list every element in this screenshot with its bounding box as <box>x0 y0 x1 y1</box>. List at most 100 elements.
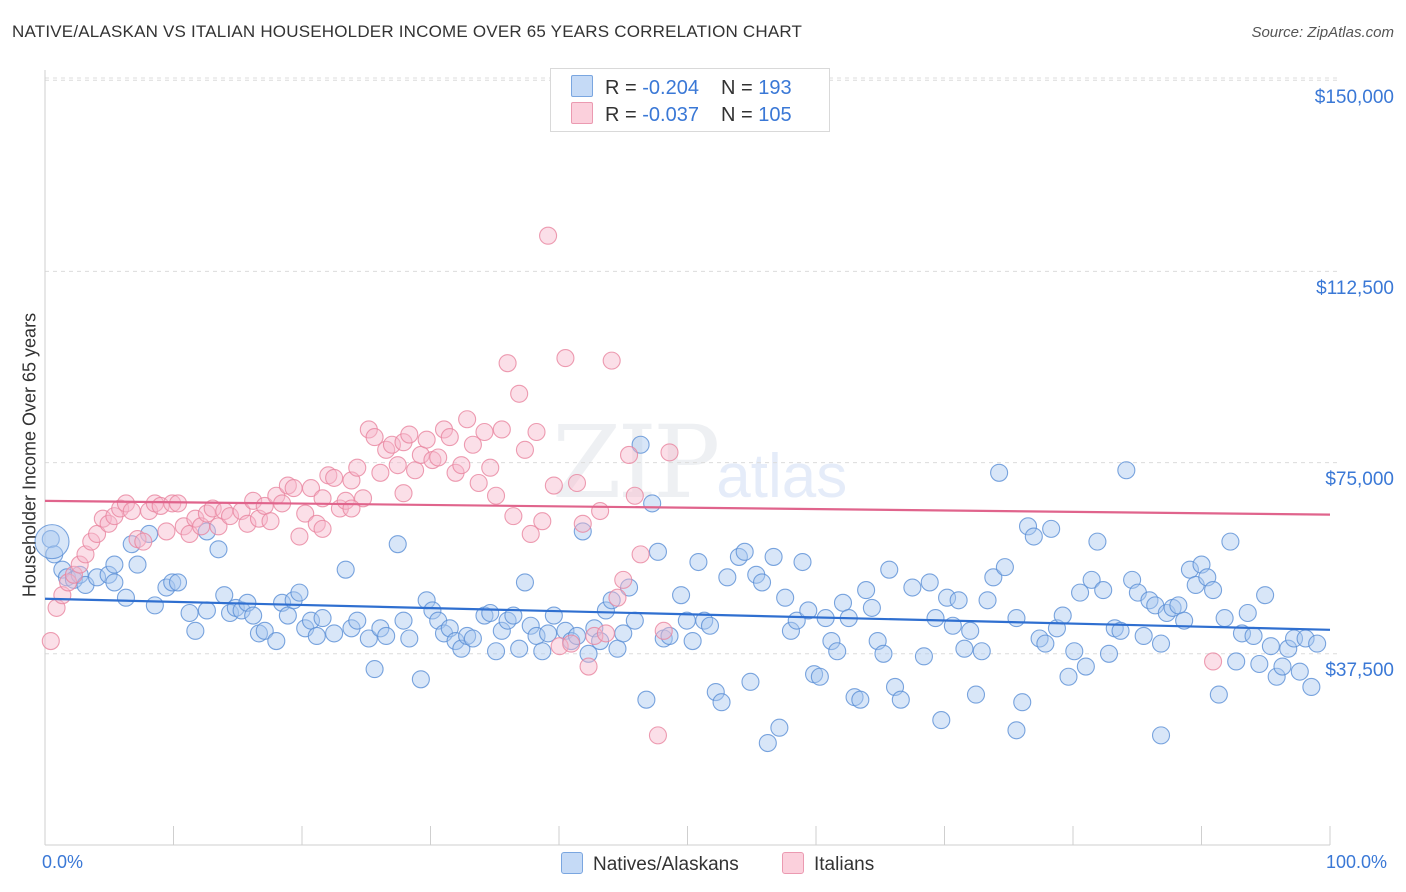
native-point <box>857 581 876 600</box>
native-point <box>1151 726 1171 745</box>
native-point <box>596 601 615 620</box>
italian-point <box>238 514 257 533</box>
italian-point <box>296 504 315 523</box>
native-point <box>1099 644 1119 663</box>
italian-point <box>93 509 112 528</box>
legend-r-value: -0.037 <box>642 104 699 126</box>
italian-point <box>203 499 222 518</box>
x-tick-label-max: 100.0% <box>1326 852 1388 872</box>
italian-point <box>544 476 563 495</box>
native-point <box>359 629 378 648</box>
legend: R = -0.204 N = 193 R = -0.037 N = 105 <box>550 68 830 132</box>
legend-n-value: 105 <box>758 104 792 126</box>
y-tick-label: $75,000 <box>1325 469 1394 490</box>
italian-point <box>307 514 326 533</box>
native-point <box>539 624 558 643</box>
legend-row-italians: R = -0.037 N = 105 <box>571 102 792 126</box>
native-point <box>718 568 737 587</box>
native-point <box>1169 596 1188 615</box>
italian-point <box>197 504 216 523</box>
native-point <box>463 629 482 648</box>
native-point <box>163 573 182 592</box>
italian-point <box>417 430 436 449</box>
italian-point <box>556 349 575 368</box>
italian-point <box>585 626 604 646</box>
native-point <box>799 601 818 620</box>
native-point <box>388 535 407 554</box>
native-point <box>1209 685 1228 704</box>
native-point <box>579 644 598 663</box>
native-point <box>145 596 164 615</box>
bottom-legend-swatch-natives <box>561 852 583 874</box>
native-point <box>961 621 980 640</box>
native-point <box>1140 591 1159 610</box>
native-point <box>1059 667 1078 686</box>
italian-point <box>567 473 587 493</box>
native-point <box>776 588 795 607</box>
native-point <box>833 593 853 612</box>
native-point <box>544 606 563 625</box>
native-point <box>706 682 725 702</box>
italian-point <box>348 458 367 477</box>
native-point <box>631 435 650 454</box>
native-point <box>770 718 789 737</box>
native-point <box>34 524 70 560</box>
native-point <box>972 642 991 661</box>
native-point <box>122 535 141 554</box>
y-tick-label: $37,500 <box>1325 660 1394 681</box>
native-point <box>423 601 442 620</box>
watermark-sub: atlas <box>716 442 848 511</box>
native-point <box>1256 586 1275 605</box>
italian-point <box>660 443 679 462</box>
italian-point <box>313 519 332 538</box>
native-point <box>105 573 124 592</box>
legend-r-label: R = <box>605 77 643 99</box>
native-point <box>498 611 517 630</box>
native-point <box>197 601 216 620</box>
native-point <box>978 591 997 610</box>
italian-point <box>382 435 402 454</box>
italian-point <box>301 479 321 498</box>
native-point <box>1308 634 1327 653</box>
native-point <box>1018 517 1038 536</box>
italians-trend-line <box>44 499 1331 516</box>
legend-n-label: N = <box>720 77 759 99</box>
italian-point <box>527 422 546 442</box>
native-point <box>492 621 511 640</box>
italian-point <box>533 512 552 531</box>
native-point <box>938 588 957 607</box>
native-point <box>180 603 199 623</box>
native-point <box>573 522 592 541</box>
italian-point <box>1204 652 1223 671</box>
native-point <box>1232 624 1252 643</box>
native-point <box>1290 662 1309 681</box>
italian-point <box>498 354 517 373</box>
italian-point <box>377 440 396 459</box>
italian-point <box>157 522 176 541</box>
native-point <box>220 603 240 623</box>
native-point <box>377 626 396 646</box>
italian-point <box>41 632 60 651</box>
native-point <box>1302 677 1321 696</box>
native-point <box>128 555 147 574</box>
italian-point <box>648 726 667 745</box>
native-point <box>689 552 708 572</box>
native-point <box>255 621 274 640</box>
legend-n-value: 193 <box>758 77 792 99</box>
native-point <box>1007 721 1026 740</box>
y-tick-label: $150,000 <box>1314 87 1394 108</box>
native-point <box>365 660 384 679</box>
chart-title: NATIVE/ALASKAN VS ITALIAN HOUSEHOLDER IN… <box>12 22 803 41</box>
native-point <box>1279 639 1298 658</box>
italian-point <box>365 428 384 447</box>
native-point <box>752 573 772 592</box>
native-point <box>793 552 812 572</box>
native-point <box>990 463 1009 482</box>
italian-point <box>602 351 621 370</box>
italian-point <box>596 624 615 643</box>
source-label: Source: ZipAtlas.com <box>1251 24 1394 41</box>
native-point <box>1042 519 1061 538</box>
italian-point <box>625 486 644 505</box>
native-point <box>1250 654 1269 674</box>
italian-point <box>244 491 263 510</box>
